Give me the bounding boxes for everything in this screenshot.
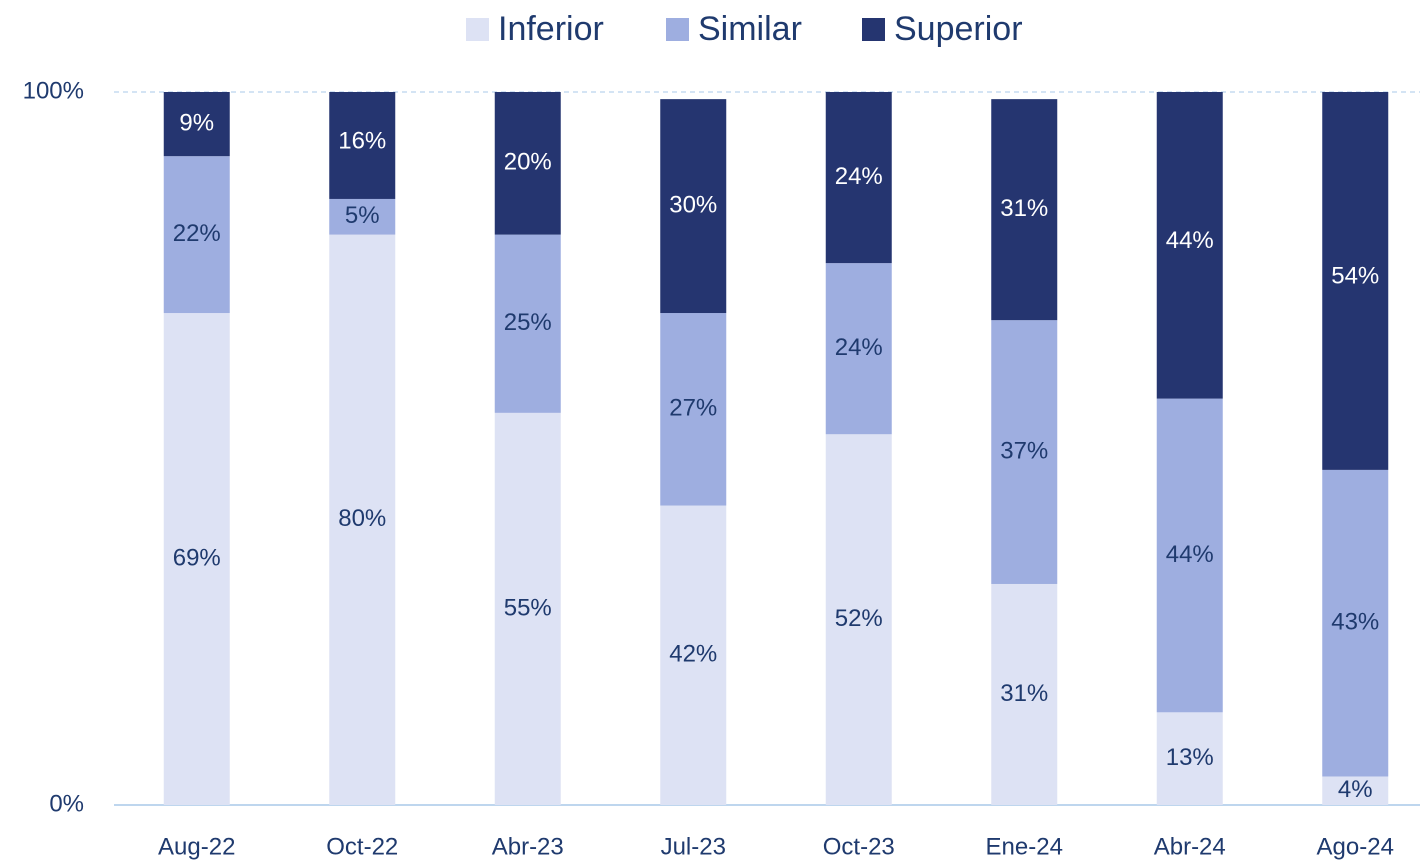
value-label: 44% xyxy=(1166,227,1214,254)
x-tick-label: Oct-23 xyxy=(823,833,895,860)
value-label: 13% xyxy=(1166,744,1214,771)
bar-segment xyxy=(660,313,727,506)
bar-segment xyxy=(1322,776,1389,805)
bar-segment xyxy=(825,263,892,435)
bar-segment xyxy=(494,234,561,413)
bar-segment xyxy=(329,234,396,805)
bar-segment xyxy=(660,505,727,805)
bar-segment xyxy=(1156,398,1223,713)
bar-segment xyxy=(825,92,892,264)
value-label: 16% xyxy=(338,127,386,154)
x-tick-label: Abr-24 xyxy=(1154,833,1226,860)
legend-label: Similar xyxy=(698,10,802,48)
value-label: 5% xyxy=(345,202,380,229)
x-tick-label: Aug-22 xyxy=(158,833,235,860)
value-label: 69% xyxy=(173,544,221,571)
value-label: 43% xyxy=(1331,609,1379,636)
bar-segment xyxy=(1322,92,1389,470)
bar-segment xyxy=(1156,712,1223,805)
x-tick-label: Jul-23 xyxy=(661,833,726,860)
bar-segment xyxy=(991,583,1058,805)
bar-segment xyxy=(825,434,892,805)
value-label: 80% xyxy=(338,505,386,532)
x-tick-label: Ago-24 xyxy=(1317,833,1394,860)
legend-swatch xyxy=(862,18,885,41)
bar-segment xyxy=(163,313,230,805)
value-label: 20% xyxy=(504,149,552,176)
value-label: 30% xyxy=(669,191,717,218)
bar-segment xyxy=(991,320,1058,584)
value-label: 54% xyxy=(1331,263,1379,290)
value-label: 55% xyxy=(504,594,552,621)
bar-segment xyxy=(163,156,230,314)
bar-segment xyxy=(660,99,727,314)
x-tick-label: Abr-23 xyxy=(492,833,564,860)
value-label: 24% xyxy=(835,334,883,361)
legend-swatch xyxy=(466,18,489,41)
legend-swatch xyxy=(666,18,689,41)
value-label: 9% xyxy=(179,109,214,136)
y-tick-label: 0% xyxy=(49,790,84,817)
bar-segment xyxy=(1322,469,1389,777)
value-label: 22% xyxy=(173,220,221,247)
y-tick-label: 100% xyxy=(23,77,84,104)
bar-segment xyxy=(494,412,561,805)
legend-label: Inferior xyxy=(498,10,604,48)
bars xyxy=(163,92,1389,805)
x-tick-label: Oct-22 xyxy=(326,833,398,860)
legend-label: Superior xyxy=(894,10,1023,48)
value-label: 52% xyxy=(835,605,883,632)
value-label: 44% xyxy=(1166,541,1214,568)
bar-segment xyxy=(329,92,396,199)
bar-segment xyxy=(494,92,561,235)
value-label: 24% xyxy=(835,163,883,190)
x-tick-label: Ene-24 xyxy=(986,833,1063,860)
value-label: 37% xyxy=(1000,437,1048,464)
bar-segment xyxy=(329,198,396,235)
bar-segment xyxy=(163,92,230,157)
value-label: 42% xyxy=(669,641,717,668)
value-label: 4% xyxy=(1338,776,1373,803)
value-label: 27% xyxy=(669,395,717,422)
value-label: 31% xyxy=(1000,680,1048,707)
value-label: 31% xyxy=(1000,195,1048,222)
value-labels: 69% 22% 9% 80% 5% 16% 55% 25% 20% 42% 27% 30% 52% 24%… xyxy=(173,109,1380,803)
value-label: 25% xyxy=(504,309,552,336)
bar-segment xyxy=(1156,92,1223,399)
bar-segment xyxy=(991,99,1058,321)
